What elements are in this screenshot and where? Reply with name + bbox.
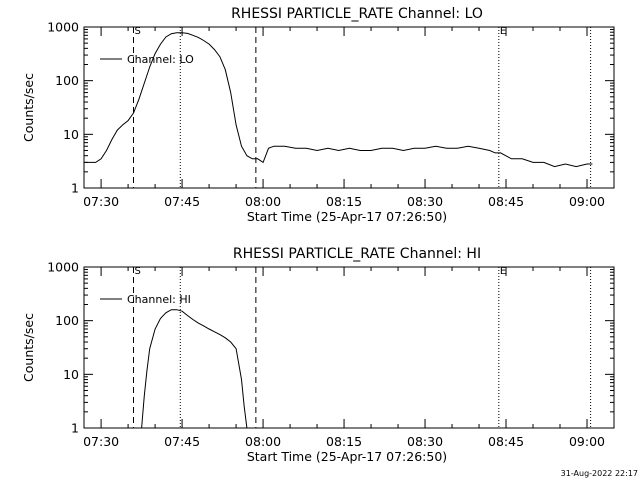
x-tick-label: 08:15: [326, 194, 362, 209]
x-tick-label: 07:45: [164, 194, 200, 209]
x-tick-label: 08:30: [407, 194, 443, 209]
series-line: [84, 32, 593, 168]
y-axis-label: Counts/sec: [21, 313, 36, 382]
x-tick-label: 08:30: [407, 434, 443, 449]
timestamp: 31-Aug-2022 22:17: [561, 469, 638, 478]
plot-frame: [83, 26, 615, 189]
marker-label: S: [134, 266, 140, 277]
x-tick-label: 08:45: [488, 434, 524, 449]
marker-label: E: [500, 266, 506, 277]
y-tick-label: 100: [55, 73, 79, 88]
series-line: [141, 309, 248, 429]
x-tick-label: 09:00: [569, 194, 605, 209]
chart-title: RHESSI PARTICLE_RATE Channel: LO: [231, 6, 483, 22]
marker-label: E: [500, 26, 506, 37]
y-tick-label: 100: [55, 313, 79, 328]
y-tick-label: 1: [71, 181, 79, 196]
marker-label: S: [134, 26, 140, 37]
x-tick-label: 08:00: [245, 434, 281, 449]
y-axis-label: Counts/sec: [21, 73, 36, 142]
panel-lo: RHESSI PARTICLE_RATE Channel: LO 1 10 100 10…: [21, 6, 615, 224]
x-tick-label: 09:00: [569, 434, 605, 449]
legend-label: Channel: HI: [127, 293, 191, 306]
x-tick-label: 07:30: [83, 434, 119, 449]
legend-label: Channel: LO: [127, 53, 194, 66]
chart-title: RHESSI PARTICLE_RATE Channel: HI: [233, 246, 481, 262]
y-tick-label: 1000: [47, 20, 79, 35]
x-tick-label: 08:15: [326, 434, 362, 449]
x-axis-label: Start Time (25-Apr-17 07:26:50): [247, 209, 447, 224]
y-tick-label: 10: [63, 127, 79, 142]
y-tick-label: 1: [71, 421, 79, 436]
x-tick-label: 08:45: [488, 194, 524, 209]
panel-hi: RHESSI PARTICLE_RATE Channel: HI 1 10 100 10…: [21, 246, 615, 464]
x-axis-label: Start Time (25-Apr-17 07:26:50): [247, 449, 447, 464]
y-tick-label: 10: [63, 367, 79, 382]
x-tick-label: 07:30: [83, 194, 119, 209]
plot-frame: [83, 266, 615, 429]
x-tick-label: 07:45: [164, 434, 200, 449]
x-tick-label: 08:00: [245, 194, 281, 209]
y-tick-label: 1000: [47, 260, 79, 275]
